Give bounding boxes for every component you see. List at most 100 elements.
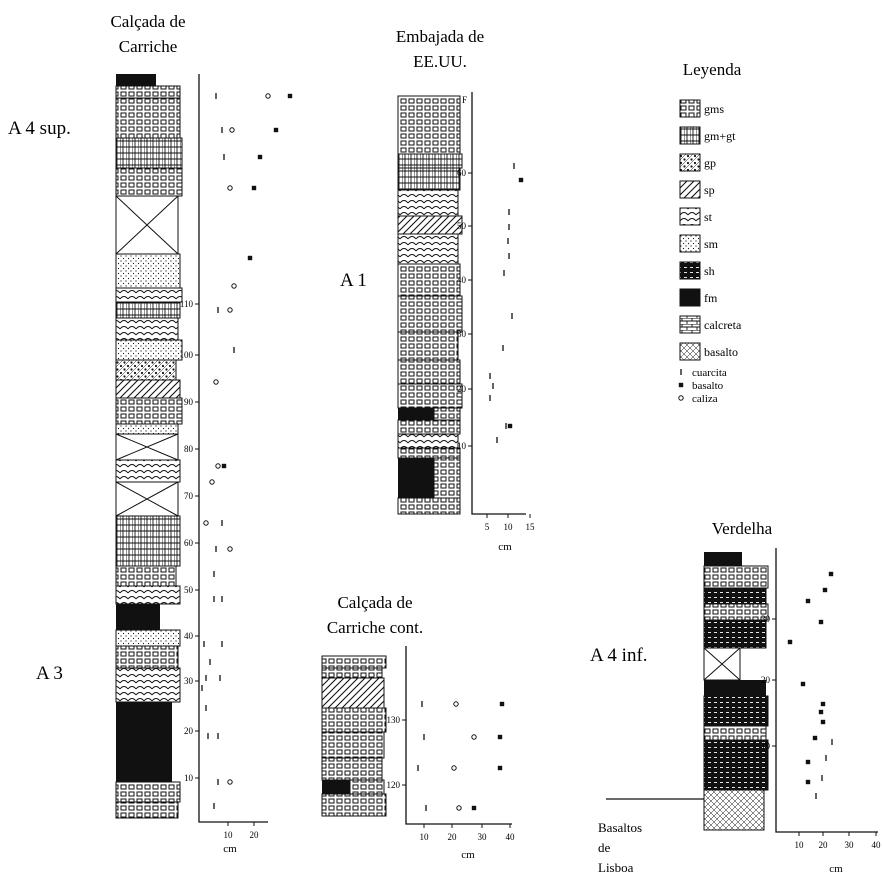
column-3-title-line-2: Carriche cont. bbox=[327, 618, 423, 637]
basalto-marker bbox=[828, 571, 834, 577]
basalto-marker bbox=[499, 701, 505, 707]
size-tick-label: 20 bbox=[819, 840, 829, 850]
column-1-title-line-2: Carriche bbox=[119, 37, 178, 56]
legend-swatch-basalto bbox=[679, 342, 701, 361]
legend-label-sh: sh bbox=[704, 264, 715, 278]
legend-label-gp: gp bbox=[704, 156, 716, 170]
caliza-marker bbox=[227, 185, 233, 191]
column-calcada-de-carriche: Calçada de Carriche A 4 sup. A 3 bbox=[8, 12, 293, 855]
depth-tick-label: 130 bbox=[387, 715, 401, 725]
basalto-marker bbox=[247, 255, 253, 261]
size-tick-label: 10 bbox=[504, 522, 514, 532]
basalto-marker bbox=[820, 719, 826, 725]
legend-swatch-gm-gt bbox=[679, 126, 701, 145]
size-tick-label: 10 bbox=[420, 832, 430, 842]
depth-tick-label: 40 bbox=[457, 275, 467, 285]
legend-label-gm-gt: gm+gt bbox=[704, 129, 736, 143]
size-unit-2: cm bbox=[498, 541, 512, 553]
size-tick-label: 30 bbox=[845, 840, 855, 850]
caliza-marker bbox=[231, 283, 237, 289]
legend-clast-caliza: caliza bbox=[692, 393, 718, 405]
grain-size-axis-4 bbox=[775, 548, 878, 833]
size-unit-1: cm bbox=[223, 843, 237, 855]
lithologic-log-3 bbox=[321, 655, 387, 817]
depth-tick-label: 20 bbox=[457, 384, 467, 394]
legend-swatch-gms bbox=[679, 99, 701, 118]
depth-axis-3: 120 130 bbox=[387, 715, 406, 790]
clast-markers-3 bbox=[417, 701, 505, 811]
depth-tick-label: 20 bbox=[184, 726, 194, 736]
caliza-marker bbox=[213, 379, 219, 385]
caliza-marker bbox=[227, 779, 233, 785]
basalto-marker bbox=[818, 619, 824, 625]
caliza-marker bbox=[203, 520, 209, 526]
size-tick-label: 40 bbox=[872, 840, 882, 850]
depth-tick-label: 90 bbox=[184, 397, 194, 407]
legend-facies-list: gms gm+gt gp sp st sm sh fm calcreta basalto bbox=[679, 99, 742, 361]
basalto-marker bbox=[251, 185, 257, 191]
column-1-title-line-1: Calçada de bbox=[110, 12, 185, 31]
depth-tick-label: 10 bbox=[761, 741, 771, 751]
legend-swatch-st bbox=[679, 207, 701, 226]
grain-size-axis-2 bbox=[471, 92, 526, 515]
basalto-marker bbox=[497, 734, 503, 740]
size-tick-label: 15 bbox=[526, 522, 536, 532]
basalto-marker bbox=[678, 382, 684, 388]
depth-tick-label: 60 bbox=[457, 168, 467, 178]
grain-size-axis-1 bbox=[198, 74, 268, 823]
size-unit-3: cm bbox=[461, 849, 475, 861]
size-tick-label: 10 bbox=[224, 830, 234, 840]
base-label-line-2: de bbox=[598, 840, 611, 855]
clast-markers-4 bbox=[787, 571, 834, 799]
basalto-marker bbox=[518, 177, 524, 183]
depth-tick-label: 30 bbox=[184, 676, 194, 686]
legend-label-gms: gms bbox=[704, 102, 724, 116]
size-tick-label: 40 bbox=[506, 832, 516, 842]
marker-f-2: F bbox=[462, 95, 467, 105]
legend-label-st: st bbox=[704, 210, 713, 224]
basalto-marker bbox=[787, 639, 793, 645]
depth-tick-label: 40 bbox=[184, 631, 194, 641]
column-verdelha: Verdelha A 4 inf. F Basaltos de Lisboa 1… bbox=[590, 519, 881, 875]
depth-tick-label: 30 bbox=[761, 614, 771, 624]
unit-label-a3: A 3 bbox=[36, 663, 63, 684]
legend: Leyenda gms gm+gt gp sp st sm sh fm calcreta basa… bbox=[678, 60, 742, 405]
column-embajada-ee-uu: Embajada de EE.UU. A 1 F bbox=[340, 27, 535, 553]
depth-tick-label: 10 bbox=[184, 773, 194, 783]
depth-tick-label: 30 bbox=[457, 329, 467, 339]
lithologic-log-2 bbox=[397, 95, 463, 515]
column-3-title-line-1: Calçada de bbox=[337, 593, 412, 612]
size-unit-4: cm bbox=[829, 863, 843, 875]
clast-markers-2 bbox=[489, 163, 524, 443]
legend-swatch-calcreta bbox=[679, 315, 701, 334]
depth-tick-label: 20 bbox=[761, 675, 771, 685]
depth-tick-label: 110 bbox=[180, 299, 194, 309]
basalto-marker bbox=[497, 765, 503, 771]
lithologic-log-1 bbox=[115, 74, 183, 819]
basalto-marker bbox=[805, 779, 811, 785]
caliza-marker bbox=[209, 479, 215, 485]
unit-label-a4-inf: A 4 inf. bbox=[590, 645, 648, 666]
legend-swatch-sp bbox=[679, 180, 701, 199]
column-2-title-line-2: EE.UU. bbox=[413, 52, 467, 71]
depth-tick-label: 80 bbox=[184, 444, 194, 454]
size-tick-label: 20 bbox=[448, 832, 458, 842]
basalto-marker bbox=[812, 735, 818, 741]
size-tick-label: 30 bbox=[478, 832, 488, 842]
legend-label-sp: sp bbox=[704, 183, 715, 197]
basalto-marker bbox=[800, 681, 806, 687]
caliza-marker bbox=[471, 734, 477, 740]
basalto-marker bbox=[273, 127, 279, 133]
unit-label-a1: A 1 bbox=[340, 270, 367, 291]
depth-tick-label: 60 bbox=[184, 538, 194, 548]
size-axis-1: 10 20 bbox=[224, 822, 259, 840]
legend-swatch-sh bbox=[679, 261, 701, 280]
legend-title: Leyenda bbox=[683, 60, 742, 79]
legend-label-calcreta: calcreta bbox=[704, 318, 742, 332]
basalto-marker bbox=[221, 463, 227, 469]
size-tick-label: 10 bbox=[795, 840, 805, 850]
legend-clast-cuarcita: cuarcita bbox=[692, 367, 727, 379]
depth-tick-label: 100 bbox=[180, 350, 194, 360]
size-axis-3: 10 20 30 40 bbox=[420, 824, 516, 842]
